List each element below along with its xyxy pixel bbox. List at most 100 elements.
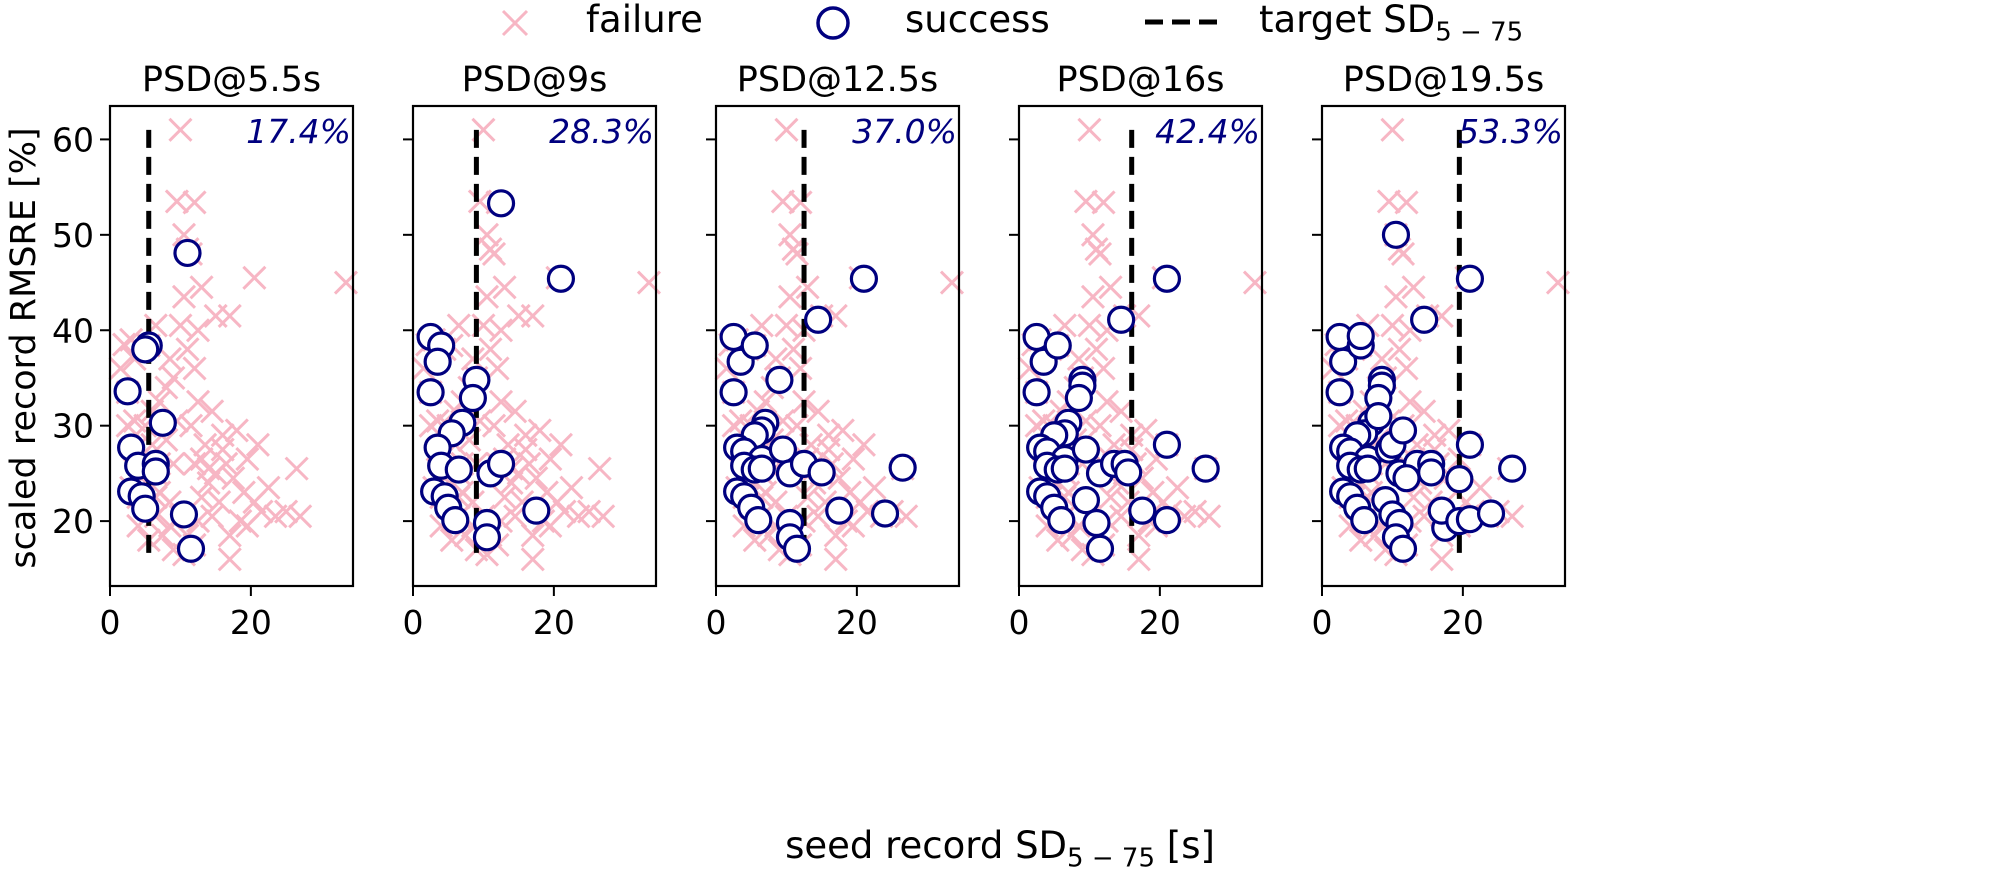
success-point <box>1410 305 1439 334</box>
failure-stroke <box>193 432 218 457</box>
success-point <box>1050 454 1079 483</box>
panel-1: PSD@5.5s 17.4% 0 20 20 30 40 50 60 <box>52 60 359 642</box>
failure-stroke <box>1401 275 1426 300</box>
failure-stroke <box>228 509 253 534</box>
failure-stroke <box>1369 346 1394 371</box>
failure-point <box>175 337 200 362</box>
failure-stroke <box>122 408 147 433</box>
panel-title: PSD@12.5s <box>737 60 938 100</box>
failure-stroke <box>1130 466 1155 491</box>
failure-point <box>245 432 270 457</box>
failure-stroke <box>488 318 514 343</box>
failure-point <box>1080 222 1106 247</box>
failure-stroke <box>777 284 803 309</box>
panel-3: PSD@12.5s 37.0% 0 20 <box>706 60 965 642</box>
failure-stroke <box>242 265 267 290</box>
failure-stroke <box>517 451 542 476</box>
failure-point <box>524 466 549 491</box>
success-point <box>1455 430 1485 459</box>
failure-stroke <box>453 523 478 548</box>
failure-stroke <box>217 523 242 548</box>
failure-stroke <box>150 523 175 548</box>
panel-annotation: 17.4% <box>246 112 351 151</box>
failure-stroke <box>1422 423 1447 448</box>
legend-target-sub: 5 − 75 <box>1435 17 1524 48</box>
failure-point <box>1084 337 1109 362</box>
failure-point <box>1412 399 1437 424</box>
failure-stroke <box>527 418 552 443</box>
failure-point <box>207 489 232 515</box>
failure-stroke <box>1087 413 1113 438</box>
success-point <box>765 365 794 394</box>
failure-point <box>1077 313 1102 338</box>
failure-point <box>763 346 788 371</box>
failure-stroke <box>774 117 799 142</box>
x-axis-label-sub: 5 − 75 <box>1067 843 1155 874</box>
failure-point <box>235 447 260 472</box>
failure-point <box>221 466 246 491</box>
failure-point <box>1133 418 1158 443</box>
failure-point <box>157 346 182 371</box>
failure-stroke <box>171 284 197 309</box>
failure-stroke <box>112 332 137 357</box>
failure-point <box>210 423 235 448</box>
failure-point <box>816 423 841 448</box>
failure-point <box>492 275 517 300</box>
failure-point <box>1098 275 1123 300</box>
failure-stroke <box>1059 523 1084 548</box>
failure-point <box>288 504 313 529</box>
panel-2: PSD@9s 28.3% 0 20 <box>403 60 662 642</box>
failure-stroke <box>171 222 197 247</box>
failure-point <box>577 499 602 524</box>
failure-stroke <box>1098 275 1123 300</box>
failure-stroke <box>816 423 841 448</box>
failure-stroke <box>1087 241 1113 266</box>
x-tick-label: 20 <box>1442 603 1484 642</box>
success-point <box>1350 506 1379 535</box>
failure-stroke <box>520 303 545 329</box>
failure-point <box>185 389 211 414</box>
failure-point <box>115 413 140 438</box>
success-point <box>546 264 576 293</box>
success-point <box>1152 506 1182 535</box>
failure-stroke <box>510 489 535 515</box>
y-tick-label: 50 <box>52 216 94 255</box>
failure-point <box>228 509 253 534</box>
success-point <box>807 458 836 487</box>
failure-point <box>830 418 855 443</box>
y-tick-label: 30 <box>52 407 94 446</box>
failure-stroke <box>418 413 443 438</box>
failure-point <box>446 313 471 338</box>
x-tick-label: 0 <box>100 603 121 642</box>
failure-stroke <box>200 399 225 424</box>
failure-point <box>520 523 545 548</box>
panel-annotation: 28.3% <box>549 112 654 151</box>
failure-point <box>182 451 207 476</box>
failure-stroke <box>1394 356 1419 381</box>
success-point <box>1417 458 1446 487</box>
failure-stroke <box>538 447 563 472</box>
failure-stroke <box>503 399 528 424</box>
failure-stroke <box>189 485 214 510</box>
failure-point <box>1401 275 1426 300</box>
failure-stroke <box>841 447 866 472</box>
failure-point <box>894 504 919 529</box>
panel-title: PSD@16s <box>1056 60 1224 100</box>
panel-annotation: 42.4% <box>1155 112 1260 151</box>
failure-stroke <box>1066 346 1091 371</box>
failure-point <box>1380 313 1405 338</box>
failure-stroke <box>827 466 852 491</box>
failure-point <box>520 303 545 329</box>
success-point <box>1071 486 1101 515</box>
failure-point <box>548 432 573 457</box>
failure-stroke <box>841 513 866 538</box>
success-point <box>744 506 773 535</box>
failure-stroke <box>284 456 309 481</box>
success-point <box>888 453 917 482</box>
failure-stroke <box>774 313 799 338</box>
x-tick-label: 0 <box>1312 603 1333 642</box>
failure-stroke <box>492 275 517 300</box>
failure-stroke <box>189 275 214 300</box>
failure-stroke <box>217 547 242 572</box>
failure-stroke <box>256 475 281 500</box>
